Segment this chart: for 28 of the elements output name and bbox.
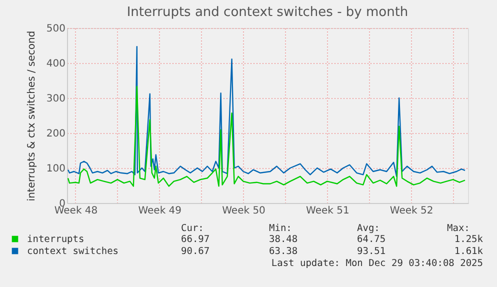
text: 63.38 <box>269 246 298 257</box>
x-tick-label: Week 49 <box>138 206 182 216</box>
chart-title: Interrupts and context switches - by month <box>126 5 408 20</box>
y-tick-label: 400 <box>46 58 66 70</box>
text: Cur: <box>181 223 204 234</box>
y-tick-label: 300 <box>46 94 66 104</box>
y-tick-label: 200 <box>46 128 66 140</box>
line-series <box>67 86 466 187</box>
text: Min: <box>269 223 292 234</box>
y-tick-label: 500 <box>46 24 66 34</box>
text: 64.75 <box>357 234 386 245</box>
text: Max: <box>447 223 470 234</box>
text: 1.25k <box>454 234 484 245</box>
y-tick-label: 100 <box>46 164 66 174</box>
text: 1.61k <box>454 246 484 257</box>
text: 93.51 <box>357 246 386 257</box>
x-tick-label: Week 51 <box>306 206 350 216</box>
y-axis-title: interrupts & ctx switches / second <box>26 30 38 202</box>
text: 38.48 <box>269 234 298 245</box>
text: Last update: Mon Dec 29 03:40:08 2025 <box>271 258 483 269</box>
text: Avg: <box>357 223 380 234</box>
legend-label: interrupts <box>27 234 84 245</box>
legend-label: context switches <box>27 246 119 257</box>
text: 90.67 <box>181 246 210 257</box>
line-series <box>67 46 466 177</box>
text: 66.97 <box>181 234 210 245</box>
x-tick-label: Week 50 <box>222 206 266 216</box>
x-tick-label: Week 52 <box>390 206 434 216</box>
